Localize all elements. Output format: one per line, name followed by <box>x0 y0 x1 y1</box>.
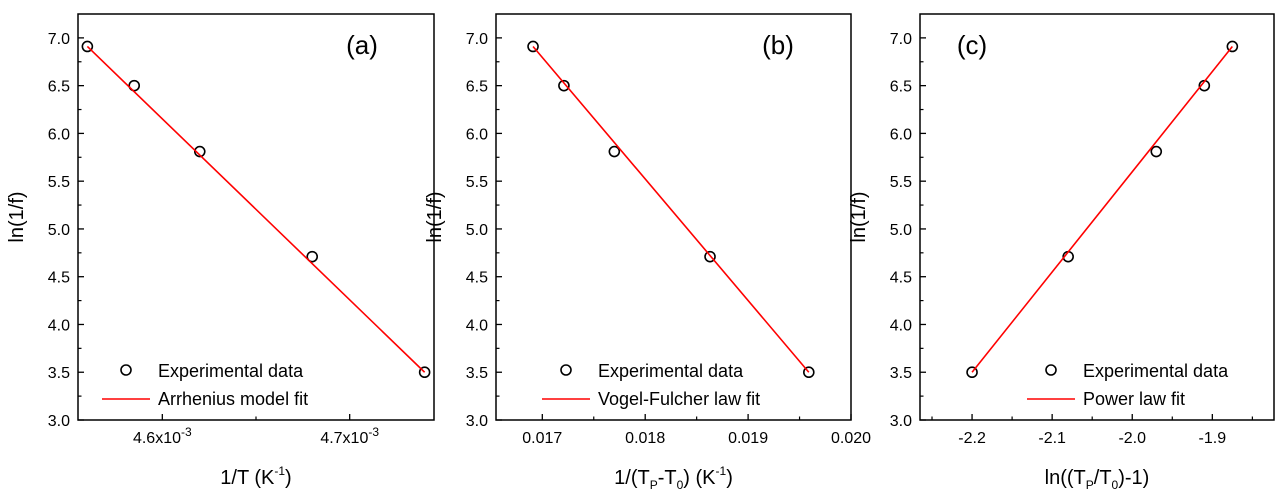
data-point <box>1150 145 1163 158</box>
y-tick-label: 6.0 <box>890 126 912 143</box>
data-point <box>803 366 815 379</box>
y-tick-label: 7.0 <box>466 31 488 48</box>
legend: Experimental data Arrhenius model fit <box>102 361 308 409</box>
legend: Experimental data Vogel-Fulcher law fit <box>542 361 760 409</box>
chart-panel-b: 3.0 3.5 4.0 4.5 5.0 5.5 6.0 6.5 7.0 0.017 0.018 0.0… <box>424 13 871 492</box>
plot-frame <box>495 13 852 421</box>
x-tick-label: -2.2 <box>958 430 986 447</box>
x-axis-label: 1/T (K-1) <box>220 464 291 489</box>
data-point <box>193 145 206 158</box>
legend-label-data: Experimental data <box>598 361 744 381</box>
y-tick-label: 6.0 <box>48 126 70 143</box>
y-tick-label: 6.5 <box>466 79 488 96</box>
y-tick-label: 3.0 <box>890 413 912 430</box>
y-tick-label: 6.5 <box>890 79 912 96</box>
x-tick-label: 0.017 <box>522 430 562 447</box>
data-point <box>1226 40 1239 53</box>
legend-label-data: Experimental data <box>158 361 304 381</box>
y-tick-label: 4.5 <box>48 270 70 287</box>
chart-panel-a: 3.0 3.5 4.0 4.5 5.0 5.5 6.0 6.5 7.0 4.6x10-3 4.7x1… <box>6 13 435 489</box>
x-tick-label: -1.9 <box>1199 430 1227 447</box>
y-tick-label: 4.5 <box>466 270 488 287</box>
y-axis-label: ln(1/f) <box>848 191 870 242</box>
data-point <box>608 145 621 158</box>
y-tick-label: 3.5 <box>890 365 912 382</box>
panel-label: (c) <box>957 30 987 60</box>
plot-frame <box>77 13 435 421</box>
legend-marker-symbol <box>120 364 132 376</box>
x-tick-label: 4.7x10-3 <box>320 425 379 447</box>
data-point <box>81 40 94 53</box>
y-tick-label: 5.5 <box>890 174 912 191</box>
fit-line <box>971 45 1233 373</box>
data-point <box>418 366 431 379</box>
legend-marker-symbol <box>1045 364 1057 376</box>
x-tick-label: -2.1 <box>1038 430 1066 447</box>
y-tick-label: 5.0 <box>890 222 912 239</box>
legend-marker-symbol <box>560 364 572 376</box>
legend-label-fit: Arrhenius model fit <box>158 389 308 409</box>
panel-label: (a) <box>346 30 378 60</box>
y-tick-label: 3.0 <box>48 413 70 430</box>
data-point <box>527 40 539 53</box>
panel-label: (b) <box>762 30 794 60</box>
y-tick-label: 4.0 <box>48 317 70 334</box>
x-tick-label: 0.019 <box>728 430 768 447</box>
x-tick-label: 4.6x10-3 <box>133 425 192 447</box>
y-tick-label: 4.0 <box>466 317 488 334</box>
fit-line <box>86 45 426 373</box>
y-tick-label: 3.0 <box>466 413 488 430</box>
y-tick-label: 5.0 <box>48 222 70 239</box>
data-point <box>966 366 978 379</box>
legend-label-data: Experimental data <box>1083 361 1229 381</box>
plot-frame <box>919 13 1275 421</box>
x-tick-label: 0.020 <box>831 430 871 447</box>
y-tick-label: 7.0 <box>890 31 912 48</box>
legend-label-fit: Vogel-Fulcher law fit <box>598 389 760 409</box>
y-tick-label: 5.5 <box>48 174 70 191</box>
legend: Experimental data Power law fit <box>1027 361 1229 409</box>
x-tick-label: 0.018 <box>625 430 665 447</box>
data-point <box>558 79 570 92</box>
data-point <box>306 250 319 263</box>
y-tick-label: 3.5 <box>466 365 488 382</box>
y-tick-label: 3.5 <box>48 365 70 382</box>
x-axis-label: ln((TP/T0)-1) <box>1045 467 1150 492</box>
y-tick-label: 6.0 <box>466 126 488 143</box>
y-tick-label: 4.0 <box>890 317 912 334</box>
y-tick-label: 4.5 <box>890 270 912 287</box>
y-tick-label: 7.0 <box>48 31 70 48</box>
y-axis-label: ln(1/f) <box>424 191 446 242</box>
y-tick-label: 6.5 <box>48 79 70 96</box>
x-axis-label: 1/(TP-T0) (K-1) <box>614 464 733 492</box>
x-tick-label: -2.0 <box>1118 430 1146 447</box>
data-point <box>704 250 716 263</box>
fit-line <box>532 45 810 373</box>
legend-label-fit: Power law fit <box>1083 389 1185 409</box>
chart-panel-c: 3.0 3.5 4.0 4.5 5.0 5.5 6.0 6.5 7.0 -2.2 -2.1 -2.0 -… <box>848 13 1275 492</box>
y-tick-label: 5.5 <box>466 174 488 191</box>
y-tick-label: 5.0 <box>466 222 488 239</box>
y-axis-label: ln(1/f) <box>6 191 28 242</box>
